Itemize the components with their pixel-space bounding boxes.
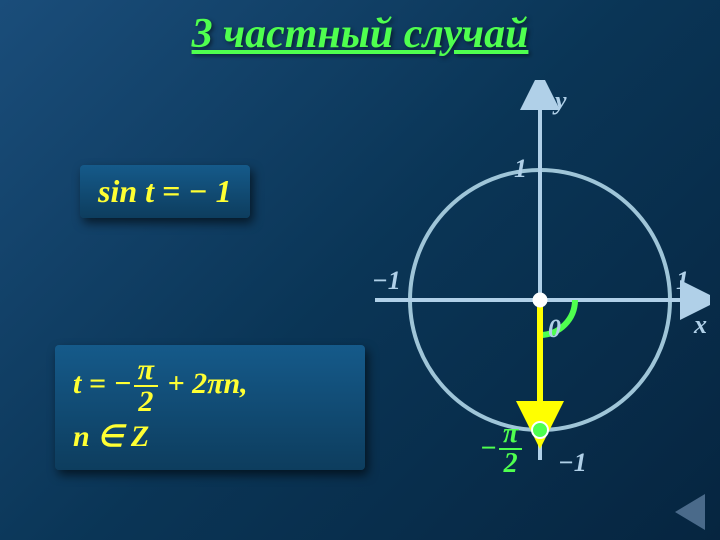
circle-svg bbox=[370, 80, 710, 520]
y-axis-label: y bbox=[555, 86, 567, 116]
pi-fraction: π2 bbox=[499, 420, 522, 478]
bottom-point bbox=[532, 422, 548, 438]
pi-den: 2 bbox=[499, 450, 522, 478]
equation-solution: t = −π2 + 2πn, n ∈ Z bbox=[55, 345, 365, 470]
eq2-frac-num: π bbox=[134, 355, 158, 387]
slide-title: 3 частный случай bbox=[192, 10, 529, 58]
x-axis-label: x bbox=[694, 310, 707, 340]
eq2-fraction: π2 bbox=[134, 355, 158, 417]
one-right-label: 1 bbox=[676, 266, 689, 296]
equation-sin: sin t = − 1 bbox=[80, 165, 250, 218]
neg-one-left-label: −1 bbox=[372, 266, 401, 296]
neg-one-bottom-label: −1 bbox=[558, 448, 587, 478]
pi-over-2-label: −π2 bbox=[480, 420, 524, 478]
eq2-prefix: t = bbox=[73, 367, 113, 400]
eq2-suffix: + 2πn, bbox=[160, 367, 248, 400]
eq2-line2: n ∈ Z bbox=[73, 420, 149, 453]
unit-circle-diagram: y x 0 1 −1 1 −1 −π2 bbox=[370, 80, 710, 520]
eq2-minus: − bbox=[113, 367, 131, 400]
pi-minus: − bbox=[480, 433, 497, 465]
back-button[interactable] bbox=[675, 494, 705, 530]
one-top-label: 1 bbox=[514, 154, 527, 184]
origin-point bbox=[533, 293, 547, 307]
origin-label: 0 bbox=[548, 314, 561, 344]
eq2-frac-den: 2 bbox=[134, 387, 158, 417]
pi-num: π bbox=[499, 420, 522, 450]
